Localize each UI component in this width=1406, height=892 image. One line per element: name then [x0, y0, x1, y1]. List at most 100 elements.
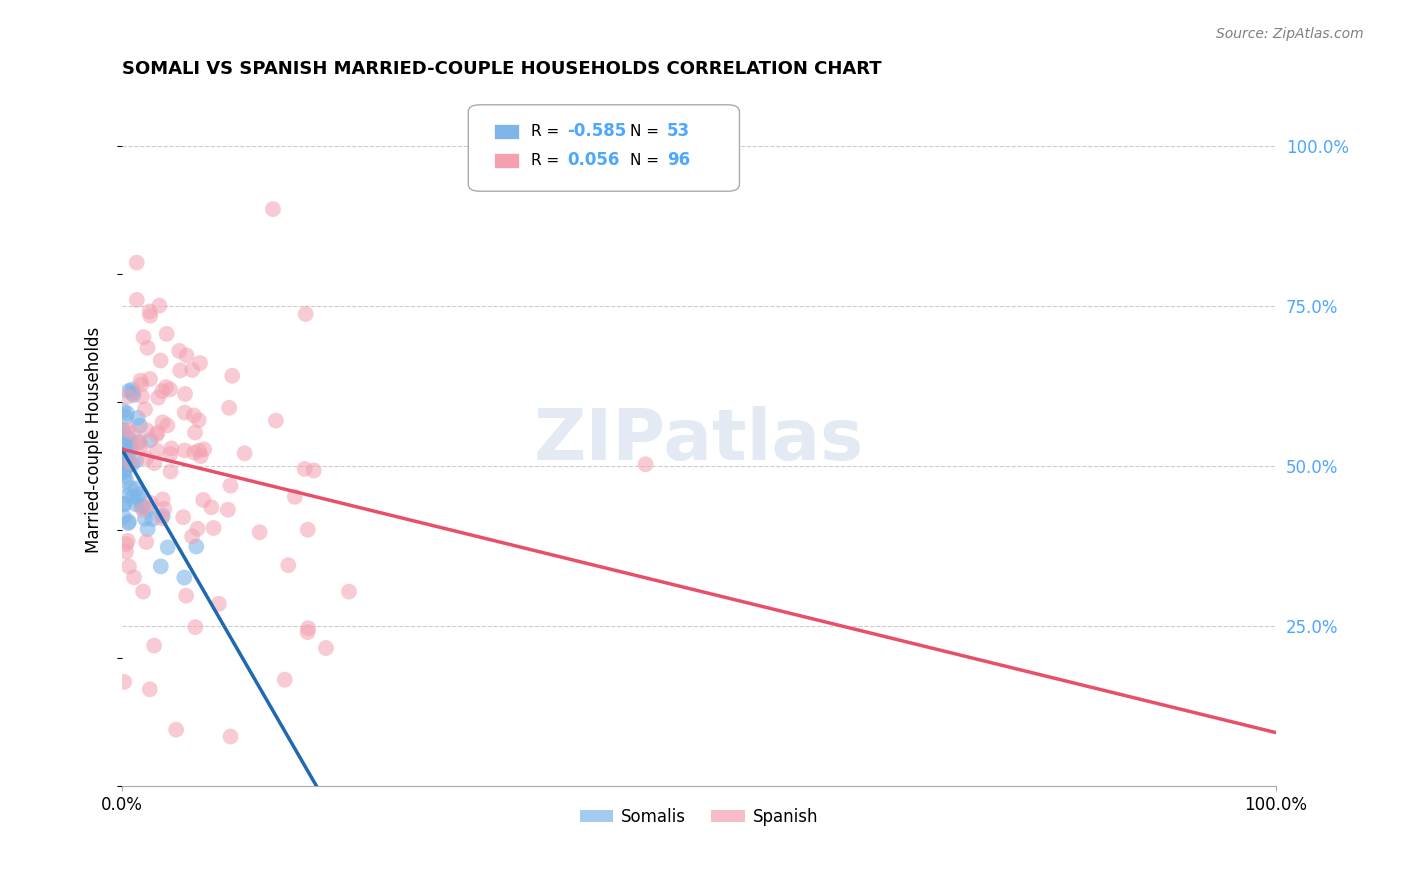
Point — [148, 391, 170, 405]
Point — [337, 584, 360, 599]
Point — [128, 435, 150, 450]
Point — [132, 584, 155, 599]
Point — [159, 447, 181, 461]
Point — [173, 571, 195, 585]
Point — [118, 559, 141, 574]
Text: 53: 53 — [666, 122, 690, 140]
Point — [277, 558, 299, 573]
Y-axis label: Married-couple Households: Married-couple Households — [86, 327, 103, 553]
Point — [118, 458, 141, 472]
Point — [297, 523, 319, 537]
Point — [284, 490, 307, 504]
Point — [139, 309, 162, 323]
Point — [145, 427, 167, 442]
Point — [172, 510, 194, 524]
Point — [121, 385, 143, 400]
Point — [122, 490, 145, 504]
Point — [188, 443, 211, 458]
Point — [193, 493, 215, 508]
Point — [121, 425, 143, 440]
Point — [152, 416, 174, 430]
Point — [173, 443, 195, 458]
Point — [128, 435, 150, 450]
Point — [129, 374, 152, 388]
Point — [115, 406, 138, 420]
Point — [138, 304, 160, 318]
Point — [112, 509, 135, 524]
Point — [134, 511, 156, 525]
Point — [125, 255, 148, 269]
Point — [181, 363, 204, 377]
Point — [184, 620, 207, 634]
Text: 0.056: 0.056 — [568, 151, 620, 169]
Point — [139, 372, 162, 386]
Point — [169, 363, 191, 377]
Point — [121, 383, 143, 397]
Point — [127, 490, 149, 504]
Point — [118, 431, 141, 445]
FancyBboxPatch shape — [468, 104, 740, 191]
Point — [165, 723, 187, 737]
Point — [181, 529, 204, 543]
Point — [135, 451, 157, 466]
Point — [190, 449, 212, 463]
Point — [117, 390, 139, 404]
Point — [174, 387, 197, 401]
Point — [117, 447, 139, 461]
Point — [122, 570, 145, 584]
Text: -0.585: -0.585 — [568, 122, 627, 140]
FancyBboxPatch shape — [494, 153, 519, 169]
Point — [150, 384, 173, 399]
Point — [135, 423, 157, 437]
Point — [115, 537, 138, 551]
Point — [114, 469, 136, 483]
Point — [138, 502, 160, 516]
Point — [128, 487, 150, 501]
Point — [160, 442, 183, 456]
Point — [233, 446, 256, 460]
Point — [186, 540, 208, 554]
Point — [294, 462, 316, 476]
Text: R =: R = — [530, 153, 558, 168]
Text: N =: N = — [630, 124, 659, 138]
Point — [115, 410, 138, 425]
Point — [150, 511, 173, 525]
Point — [125, 293, 148, 307]
Point — [294, 307, 316, 321]
Point — [131, 389, 153, 403]
Point — [136, 522, 159, 536]
Point — [167, 343, 190, 358]
Point — [131, 500, 153, 514]
Point — [136, 341, 159, 355]
Point — [176, 348, 198, 362]
Point — [634, 457, 657, 471]
Point — [193, 442, 215, 457]
Point — [139, 433, 162, 447]
Point — [218, 401, 240, 415]
Point — [127, 410, 149, 425]
Point — [114, 497, 136, 511]
Point — [159, 465, 181, 479]
Point — [117, 533, 139, 548]
Point — [112, 465, 135, 479]
Point — [148, 299, 170, 313]
Point — [135, 535, 157, 549]
Point — [262, 202, 284, 216]
Point — [120, 455, 142, 469]
Point — [114, 438, 136, 452]
Point — [128, 418, 150, 433]
Point — [219, 478, 242, 492]
Text: SOMALI VS SPANISH MARRIED-COUPLE HOUSEHOLDS CORRELATION CHART: SOMALI VS SPANISH MARRIED-COUPLE HOUSEHO… — [122, 60, 882, 78]
Text: 96: 96 — [666, 151, 690, 169]
Point — [219, 730, 242, 744]
Point — [115, 545, 138, 559]
Point — [297, 621, 319, 635]
Legend: Somalis, Spanish: Somalis, Spanish — [574, 801, 825, 833]
Text: Source: ZipAtlas.com: Source: ZipAtlas.com — [1216, 27, 1364, 41]
Point — [143, 639, 166, 653]
Point — [132, 503, 155, 517]
Point — [120, 481, 142, 495]
Point — [183, 409, 205, 423]
Point — [117, 384, 139, 398]
Point — [139, 496, 162, 510]
